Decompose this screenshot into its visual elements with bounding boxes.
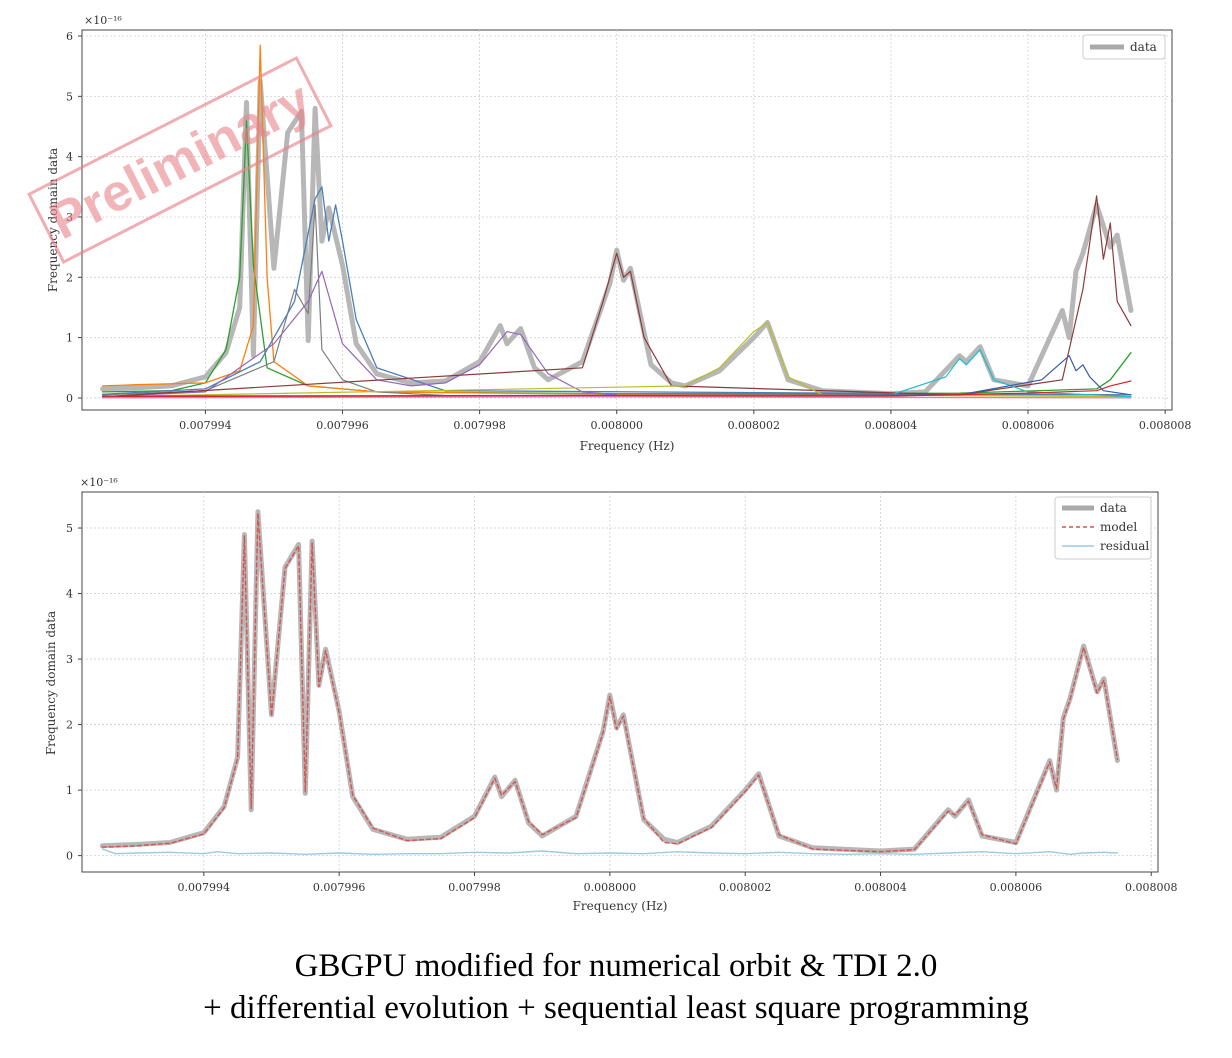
- top-y-tick-label: 3: [66, 211, 73, 224]
- bottom-y-tick-label: 4: [66, 588, 73, 601]
- top-x-tick-label: 0.008006: [1002, 419, 1055, 432]
- bottom-panel: 0.007994 0.007996 0.007998 0.008000 0.008002…: [44, 476, 1177, 913]
- bottom-x-tick-label: 0.008008: [1125, 881, 1178, 894]
- top-y-tick-label: 1: [66, 332, 73, 345]
- top-x-tick-label: 0.008002: [728, 419, 781, 432]
- top-y-tick-label: 0: [66, 392, 73, 405]
- bottom-x-tick-label: 0.008006: [990, 881, 1043, 894]
- bottom-x-axis-label: Frequency (Hz): [573, 899, 668, 913]
- bottom-y-tick-label: 5: [66, 522, 73, 535]
- bottom-series-model: [101, 512, 1119, 853]
- stamp-border: [27, 56, 333, 264]
- top-x-tick-label: 0.007996: [316, 419, 369, 432]
- bottom-legend-residual-label: residual: [1100, 539, 1149, 553]
- bottom-x-tick-label: 0.008004: [854, 881, 907, 894]
- top-x-tick-label: 0.007994: [179, 419, 232, 432]
- bottom-y-tick-label: 3: [66, 653, 73, 666]
- bottom-ticks: 0.007994 0.007996 0.007998 0.008000 0.008002…: [66, 522, 1177, 894]
- bottom-y-axis-label: Frequency domain data: [44, 611, 58, 755]
- bottom-series: [99, 509, 1120, 855]
- top-legend-data-label: data: [1130, 40, 1157, 54]
- top-series-source-pink: [101, 396, 1132, 399]
- top-offset-text: ×10⁻¹⁶: [84, 14, 122, 27]
- top-x-tick-label: 0.007998: [453, 419, 506, 432]
- top-series-source-green: [101, 119, 1132, 395]
- top-series-source-cyan: [101, 349, 1132, 398]
- top-series-source-blue: [101, 186, 1132, 396]
- bottom-y-tick-label: 0: [66, 850, 73, 863]
- bottom-x-tick-label: 0.008002: [719, 881, 772, 894]
- top-series-source-olive: [101, 321, 1132, 398]
- bottom-legend-box: [1054, 496, 1152, 560]
- top-y-tick-label: 5: [66, 90, 73, 103]
- top-y-tick-label: 4: [66, 151, 73, 164]
- top-series-source-navy: [101, 355, 1132, 397]
- bottom-series-residual: [101, 848, 1119, 855]
- top-y-tick-label: 6: [66, 30, 73, 43]
- bottom-offset-text: ×10⁻¹⁶: [80, 476, 118, 489]
- top-x-tick-label: 0.008008: [1139, 419, 1192, 432]
- top-series-source-purple: [101, 270, 618, 398]
- bottom-grid: [82, 492, 1158, 872]
- bottom-x-tick-label: 0.008000: [584, 881, 637, 894]
- top-series-source-grey: [101, 204, 618, 398]
- top-y-tick-label: 2: [66, 271, 73, 284]
- top-series: [100, 44, 1134, 399]
- top-x-tick-label: 0.008000: [590, 419, 643, 432]
- top-x-tick-label: 0.008004: [865, 419, 918, 432]
- top-ticks: 0.007994 0.007996 0.007998 0.008000 0.008002…: [66, 30, 1191, 432]
- bottom-legend: data model residual: [1054, 496, 1152, 560]
- bottom-y-tick-label: 1: [66, 784, 73, 797]
- caption-line-2: + differential evolution + sequential le…: [203, 990, 1029, 1026]
- bottom-y-tick-label: 2: [66, 719, 73, 732]
- bottom-x-tick-label: 0.007994: [178, 881, 231, 894]
- top-series-source-brown: [101, 195, 1132, 398]
- top-legend: data: [1082, 34, 1166, 60]
- bottom-legend-data-label: data: [1100, 501, 1127, 515]
- top-x-axis-label: Frequency (Hz): [580, 439, 675, 453]
- top-series-source-red: [101, 380, 1132, 398]
- bottom-x-tick-label: 0.007998: [448, 881, 501, 894]
- caption-line-1: GBGPU modified for numerical orbit & TDI…: [294, 948, 938, 984]
- top-panel: 0.007994 0.007996 0.007998 0.008000 0.008002…: [46, 14, 1191, 453]
- bottom-legend-model-label: model: [1100, 520, 1137, 534]
- bottom-x-tick-label: 0.007996: [313, 881, 366, 894]
